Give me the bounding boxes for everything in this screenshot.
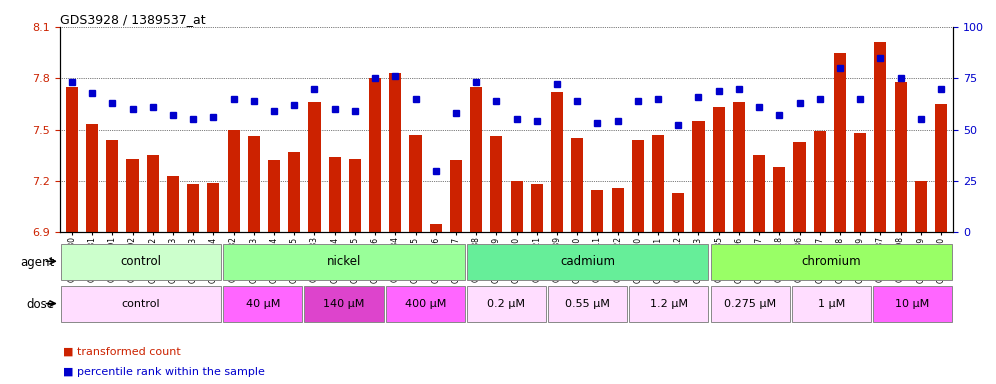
Bar [167, 176, 179, 232]
Bar [629, 286, 708, 323]
Bar [773, 167, 786, 232]
Bar [223, 244, 465, 280]
Bar [592, 190, 604, 232]
Bar [470, 87, 482, 232]
Bar [207, 183, 219, 232]
Bar [794, 142, 806, 232]
Bar [490, 136, 502, 232]
Text: GDS3928 / 1389537_at: GDS3928 / 1389537_at [60, 13, 205, 26]
Bar [248, 136, 260, 232]
Bar [733, 102, 745, 232]
Bar [712, 108, 725, 232]
Bar [631, 140, 643, 232]
Bar [571, 138, 584, 232]
Text: dose: dose [27, 298, 55, 311]
Text: cadmium: cadmium [560, 255, 616, 268]
Bar [652, 135, 664, 232]
Text: 1 μM: 1 μM [818, 298, 845, 308]
Bar [223, 286, 303, 323]
Bar [61, 286, 221, 323]
Bar [792, 286, 871, 323]
Bar [710, 244, 952, 280]
Text: 0.275 μM: 0.275 μM [724, 298, 776, 308]
Bar [107, 140, 119, 232]
Text: agent: agent [21, 256, 55, 268]
Bar [309, 102, 321, 232]
Bar [855, 133, 867, 232]
Bar [672, 193, 684, 232]
Bar [389, 73, 401, 232]
Bar [467, 286, 546, 323]
Bar [268, 161, 280, 232]
Text: 1.2 μM: 1.2 μM [650, 298, 688, 308]
Text: ■ percentile rank within the sample: ■ percentile rank within the sample [63, 367, 265, 377]
Text: ■ transformed count: ■ transformed count [63, 346, 180, 356]
Text: nickel: nickel [327, 255, 362, 268]
Bar [305, 286, 383, 323]
Bar [531, 184, 543, 232]
Bar [894, 82, 906, 232]
Bar [61, 244, 221, 280]
Bar [548, 286, 627, 323]
Text: chromium: chromium [802, 255, 862, 268]
Bar [409, 135, 421, 232]
Bar [227, 129, 240, 232]
Bar [753, 155, 765, 232]
Text: 0.55 μM: 0.55 μM [566, 298, 611, 308]
Bar [146, 155, 158, 232]
Text: 400 μM: 400 μM [404, 298, 446, 308]
Bar [814, 131, 826, 232]
Bar [612, 188, 623, 232]
Bar [349, 159, 361, 232]
Text: 40 μM: 40 μM [246, 298, 280, 308]
Bar [329, 157, 341, 232]
Bar [874, 42, 886, 232]
Bar [429, 224, 442, 232]
Bar [914, 181, 927, 232]
Bar [86, 124, 99, 232]
Bar [450, 161, 462, 232]
Bar [467, 244, 708, 280]
Bar [66, 87, 78, 232]
Bar [834, 53, 846, 232]
Text: control: control [121, 255, 161, 268]
Bar [385, 286, 465, 323]
Bar [187, 184, 199, 232]
Text: control: control [122, 298, 160, 308]
Bar [511, 181, 523, 232]
Bar [710, 286, 790, 323]
Bar [551, 92, 563, 232]
Text: 10 μM: 10 μM [895, 298, 929, 308]
Bar [126, 159, 138, 232]
Bar [288, 152, 300, 232]
Text: 140 μM: 140 μM [324, 298, 365, 308]
Bar [692, 121, 704, 232]
Text: 0.2 μM: 0.2 μM [487, 298, 526, 308]
Bar [872, 286, 952, 323]
Bar [369, 78, 381, 232]
Bar [935, 104, 947, 232]
